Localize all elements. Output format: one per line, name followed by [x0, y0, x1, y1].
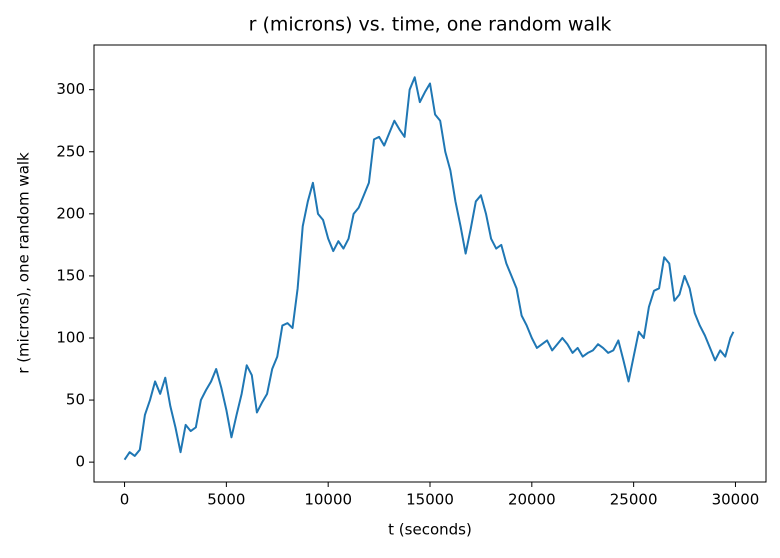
- y-tick-label: 300: [56, 80, 85, 98]
- plot-frame: [93, 44, 767, 483]
- x-tick-label: 30000: [712, 491, 760, 509]
- x-tick-label: 25000: [610, 491, 658, 509]
- y-tick-label: 200: [56, 204, 85, 222]
- y-tick-label: 250: [56, 142, 85, 160]
- x-tick-label: 5000: [207, 491, 245, 509]
- y-tick-label: 50: [66, 391, 85, 409]
- y-tick-label: 0: [75, 453, 85, 471]
- x-axis-label: t (seconds): [388, 521, 472, 539]
- chart-title: r (microns) vs. time, one random walk: [249, 14, 612, 36]
- y-axis-label: r (microns), one random walk: [15, 152, 33, 374]
- x-tick-label: 0: [120, 491, 130, 509]
- y-tick-label: 150: [56, 266, 85, 284]
- x-tick-label: 15000: [406, 491, 454, 509]
- x-tick-label: 10000: [304, 491, 352, 509]
- x-tick-label: 20000: [508, 491, 556, 509]
- line-series: [123, 76, 735, 461]
- y-tick-label: 100: [56, 328, 85, 346]
